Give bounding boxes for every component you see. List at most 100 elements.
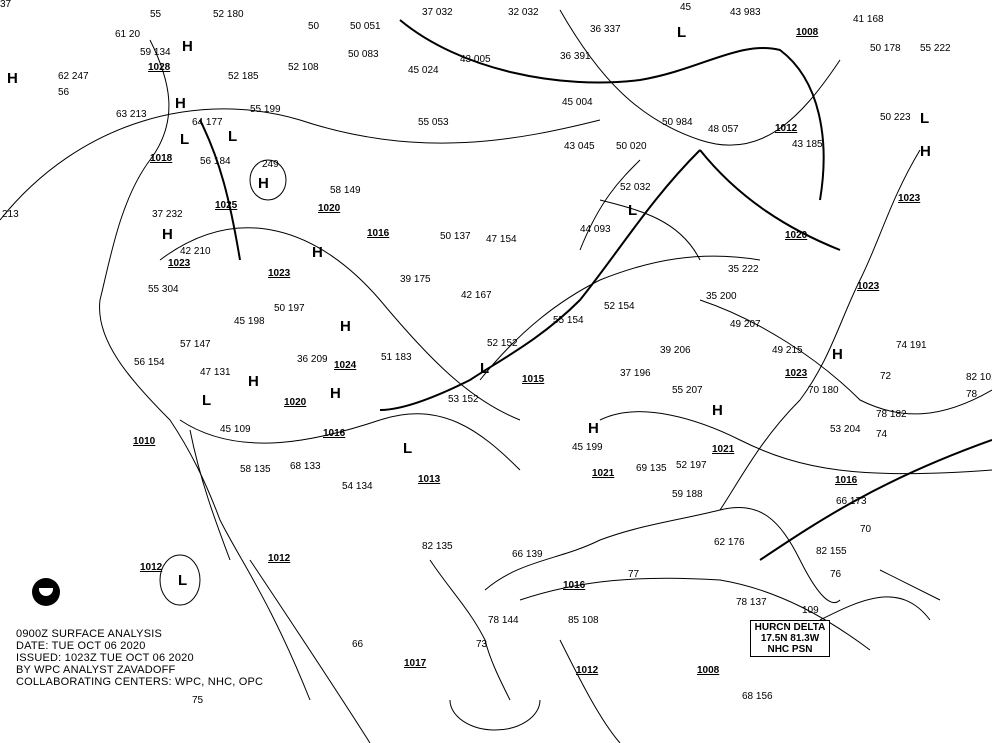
station-plot: 55	[150, 9, 162, 20]
station-plot: 35 200	[706, 291, 737, 302]
station-plot: 45 198	[234, 316, 265, 327]
station-plot: 82 135	[422, 541, 453, 552]
station-plot: 37 196	[620, 368, 651, 379]
isobar-label: 1013	[418, 474, 441, 485]
low-pressure-center: L	[178, 572, 188, 589]
station-plot: 82 155	[816, 546, 847, 557]
station-plot: 42 210	[180, 246, 211, 257]
station-plot: 55 154	[553, 315, 584, 326]
isobar-label: 1023	[268, 268, 291, 279]
isobar-label: 1016	[323, 428, 346, 439]
station-plot: 75	[192, 695, 204, 706]
station-plot: 55 053	[418, 117, 449, 128]
high-pressure-center: H	[832, 346, 843, 363]
station-plot: 55 222	[920, 43, 951, 54]
station-plot: 37	[0, 0, 12, 10]
station-plot: 62 176	[714, 537, 745, 548]
analysis-info-block: 0900Z SURFACE ANALYSIS DATE: TUE OCT 06 …	[16, 628, 263, 688]
coastlines	[99, 39, 941, 701]
station-plot: 43 005	[460, 54, 491, 65]
high-pressure-center: H	[248, 373, 259, 390]
station-plot: 50 178	[870, 43, 901, 54]
station-plot: 50 223	[880, 112, 911, 123]
station-plot: 213	[2, 209, 19, 220]
station-plot: 66 173	[836, 496, 867, 507]
collaborating-centers: COLLABORATING CENTERS: WPC, NHC, OPC	[16, 676, 264, 688]
fronts	[199, 19, 992, 561]
station-plot: 63 213	[116, 109, 147, 120]
hurricane-name: HURCN DELTA	[754, 622, 826, 633]
station-plot: 74 191	[896, 340, 927, 351]
station-plot: 45 199	[572, 442, 603, 453]
station-plot: 45 109	[220, 424, 251, 435]
isobar-label: 1020	[318, 203, 341, 214]
isobars	[0, 9, 992, 743]
station-plot: 78 182	[876, 409, 907, 420]
station-plot: 50	[308, 21, 320, 32]
station-plot: 52 108	[288, 62, 319, 73]
hurricane-source: NHC PSN	[767, 644, 813, 655]
isobar-label: 1020	[785, 230, 808, 241]
station-plot: 69 135	[636, 463, 667, 474]
station-plot: 73	[476, 639, 488, 650]
isobar-label: 1028	[148, 62, 171, 73]
station-plot: 55 207	[672, 385, 703, 396]
station-plot: 77	[628, 569, 640, 580]
station-plot: 37 032	[422, 7, 453, 18]
low-pressure-center: L	[202, 392, 212, 409]
isobar-label: 1012	[268, 553, 291, 564]
high-pressure-center: H	[312, 244, 323, 261]
isobar-label: 1023	[857, 281, 880, 292]
high-pressure-center: H	[920, 143, 931, 160]
high-pressure-center: H	[7, 70, 18, 87]
station-plot: 58 149	[330, 185, 361, 196]
station-plot: 57 147	[180, 339, 211, 350]
station-plot: 56 154	[134, 357, 165, 368]
station-plot: 55 304	[148, 284, 179, 295]
hurricane-position: 17.5N 81.3W	[760, 633, 820, 644]
isobar-label: 1016	[367, 228, 390, 239]
station-plot: 51 183	[381, 352, 412, 363]
station-plot: 52 152	[487, 338, 518, 349]
station-plot: 47 131	[200, 367, 231, 378]
station-plot: 50 083	[348, 49, 379, 60]
station-plot: 68 133	[290, 461, 321, 472]
station-plot: 50 020	[616, 141, 647, 152]
low-pressure-center: L	[180, 131, 190, 148]
isobar-label: 1023	[898, 193, 921, 204]
station-plot: 70 180	[808, 385, 839, 396]
station-plot: 56	[58, 87, 70, 98]
station-plot: 53 152	[448, 394, 479, 405]
isobar-label: 1008	[796, 27, 819, 38]
isobar-label: 1012	[775, 123, 798, 134]
hurricane-delta-label: HURCN DELTA 17.5N 81.3W NHC PSN	[750, 620, 830, 657]
station-plot: 43 983	[730, 7, 761, 18]
low-pressure-center: L	[480, 360, 490, 377]
station-plot: 82 101	[966, 372, 992, 383]
station-plot: 53 204	[830, 424, 861, 435]
station-plot: 78 144	[488, 615, 519, 626]
analyst: BY WPC ANALYST ZAVADOFF	[16, 664, 176, 676]
station-plot: 45	[680, 2, 692, 13]
station-plot: 42 167	[461, 290, 492, 301]
station-plot: 74	[876, 429, 888, 440]
station-plot: 78 137	[736, 597, 767, 608]
station-plot: 58 135	[240, 464, 271, 475]
station-plot: 52 197	[676, 460, 707, 471]
station-plot: 78	[966, 389, 978, 400]
station-plot: 68 156	[742, 691, 773, 702]
station-plot: 52 154	[604, 301, 635, 312]
high-pressure-center: H	[162, 226, 173, 243]
low-pressure-center: L	[403, 440, 413, 457]
low-pressure-center: L	[628, 202, 638, 219]
station-plot: 35 222	[728, 264, 759, 275]
station-plot: 85 108	[568, 615, 599, 626]
high-pressure-center: H	[330, 385, 341, 402]
station-plot: 50 137	[440, 231, 471, 242]
isobar-label: 1020	[284, 397, 307, 408]
isobar-label: 1010	[133, 436, 156, 447]
high-pressure-center: H	[182, 38, 193, 55]
low-pressure-center: L	[228, 128, 238, 145]
station-plot: 49 215	[772, 345, 803, 356]
